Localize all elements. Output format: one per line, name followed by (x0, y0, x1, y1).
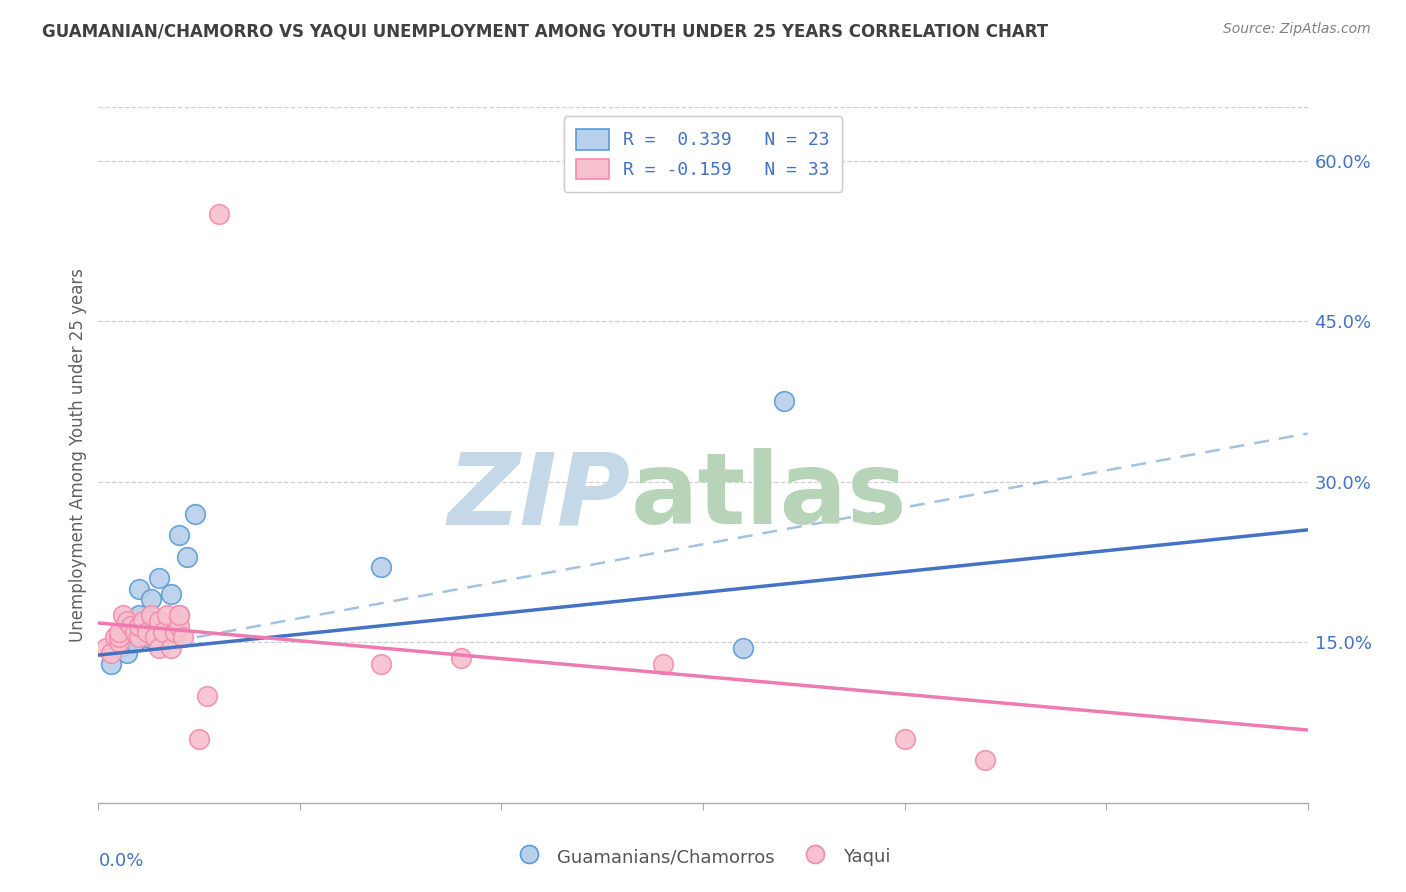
Point (120, 630, 142, 644)
Point (143, 630, 166, 644)
Point (139, 614, 162, 628)
Point (103, 630, 125, 644)
Point (107, 624, 129, 639)
Point (115, 614, 138, 628)
Point (132, 614, 155, 628)
Point (128, 630, 150, 644)
Point (450, 651, 472, 665)
Point (107, 630, 129, 644)
Point (152, 619, 174, 633)
Point (120, 619, 142, 633)
Legend: Guamanians/Chamorros, Yaqui: Guamanians/Chamorros, Yaqui (508, 838, 898, 874)
Point (160, 640, 183, 655)
Point (156, 608, 179, 623)
Point (96, 640, 118, 655)
Point (167, 619, 190, 633)
Point (115, 646, 138, 660)
Point (188, 731, 211, 746)
Point (160, 587, 183, 601)
Point (651, 657, 673, 671)
Point (974, 753, 997, 767)
Point (152, 624, 174, 639)
Point (107, 640, 129, 655)
Point (107, 635, 129, 649)
Point (148, 614, 170, 628)
Point (128, 624, 150, 639)
Point (733, 640, 755, 655)
Point (172, 630, 194, 644)
Legend: R =  0.339   N = 23, R = -0.159   N = 33: R = 0.339 N = 23, R = -0.159 N = 33 (564, 116, 842, 192)
Point (124, 635, 146, 649)
Point (893, 731, 915, 746)
Y-axis label: Unemployment Among Youth under 25 years: Unemployment Among Youth under 25 years (69, 268, 87, 642)
Point (208, 207, 231, 221)
Point (139, 592, 162, 607)
Point (100, 646, 122, 660)
Point (370, 657, 392, 671)
Point (772, 394, 794, 409)
Point (124, 624, 146, 639)
Point (163, 624, 186, 639)
Text: 0.0%: 0.0% (98, 852, 143, 870)
Point (100, 657, 122, 671)
Point (139, 608, 162, 623)
Point (143, 630, 166, 644)
Point (167, 528, 190, 542)
Point (370, 560, 392, 574)
Point (148, 614, 170, 628)
Text: atlas: atlas (630, 448, 907, 545)
Point (176, 549, 198, 564)
Point (111, 608, 134, 623)
Text: ZIP: ZIP (447, 448, 630, 545)
Point (148, 640, 170, 655)
Text: GUAMANIAN/CHAMORRO VS YAQUI UNEMPLOYMENT AMONG YOUTH UNDER 25 YEARS CORRELATION : GUAMANIAN/CHAMORRO VS YAQUI UNEMPLOYMENT… (42, 22, 1049, 40)
Point (167, 608, 190, 623)
Point (195, 689, 218, 703)
Point (148, 571, 170, 585)
Point (135, 630, 157, 644)
Point (128, 619, 150, 633)
Point (128, 582, 150, 596)
Text: Source: ZipAtlas.com: Source: ZipAtlas.com (1223, 22, 1371, 37)
Point (167, 608, 190, 623)
Point (135, 624, 157, 639)
Point (184, 507, 207, 521)
Point (128, 608, 150, 623)
